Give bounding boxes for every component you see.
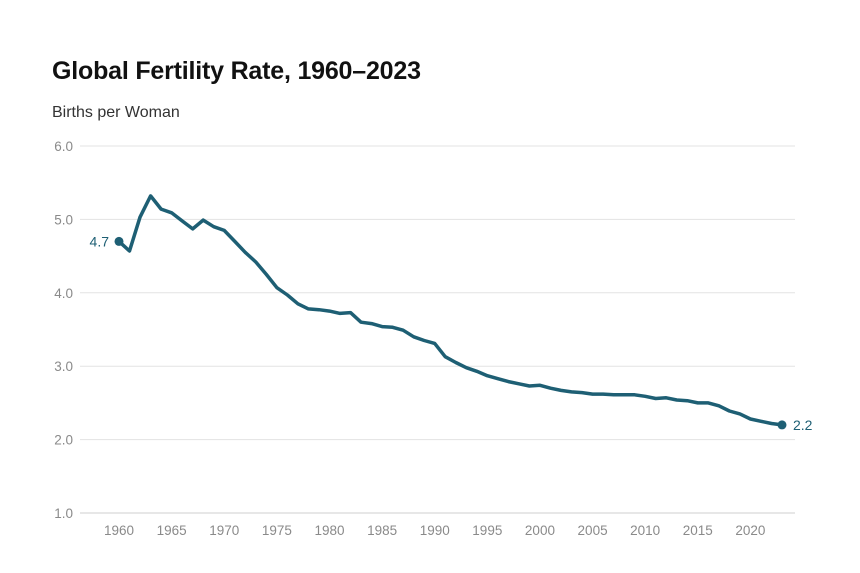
series-layer: [117, 194, 784, 427]
x-tick-label: 2015: [683, 523, 713, 538]
x-axis-ticks: 1960 1965 1970 1975 1980 1985 1990 1995 2000 2005…: [104, 523, 765, 538]
endpoint-marker: [114, 236, 124, 246]
x-tick-label: 2000: [525, 523, 555, 538]
x-tick-label: 1990: [420, 523, 450, 538]
x-tick-label: 1960: [104, 523, 134, 538]
grid-lines: [80, 145, 795, 514]
y-tick-label: 5.0: [54, 212, 73, 227]
x-tick-label: 1985: [367, 523, 397, 538]
series-line: [117, 194, 784, 427]
y-tick-label: 3.0: [54, 359, 73, 374]
y-tick-label: 6.0: [54, 139, 73, 154]
x-tick-label: 2020: [735, 523, 765, 538]
x-tick-label: 2005: [578, 523, 608, 538]
x-tick-label: 1970: [209, 523, 239, 538]
x-tick-label: 1995: [472, 523, 502, 538]
data-label: 4.7: [90, 233, 110, 249]
y-tick-label: 2.0: [54, 433, 73, 448]
x-tick-label: 2010: [630, 523, 660, 538]
chart-subtitle: Births per Woman: [52, 104, 180, 121]
x-tick-label: 1975: [262, 523, 292, 538]
y-axis-ticks: 1.0 2.0 3.0 4.0 5.0 6.0: [54, 139, 73, 521]
x-tick-label: 1965: [157, 523, 187, 538]
x-tick-label: 1980: [314, 523, 344, 538]
y-tick-label: 4.0: [54, 286, 73, 301]
annotations: 4.7 2.2: [90, 233, 813, 433]
data-label: 2.2: [793, 417, 813, 433]
chart-title: Global Fertility Rate, 1960–2023: [52, 57, 421, 85]
endpoint-marker: [777, 420, 787, 430]
y-tick-label: 1.0: [54, 506, 73, 521]
